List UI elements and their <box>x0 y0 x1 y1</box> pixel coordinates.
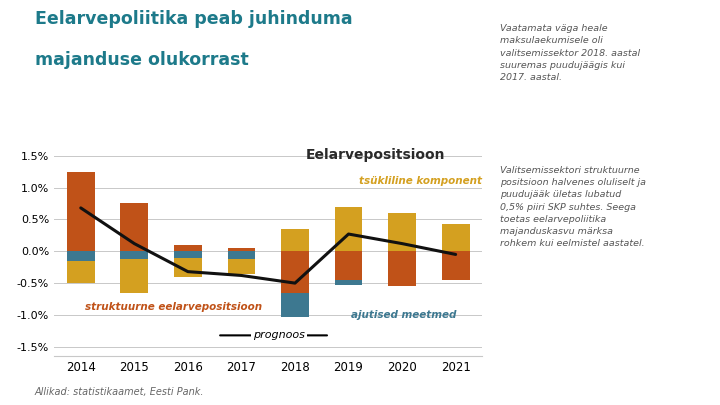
Text: majanduse olukorrast: majanduse olukorrast <box>35 51 248 68</box>
Bar <box>120 203 148 251</box>
Text: Eelarvepositsioon: Eelarvepositsioon <box>305 148 445 162</box>
Bar <box>281 229 309 251</box>
Bar <box>67 172 95 251</box>
Bar <box>174 245 202 251</box>
Bar <box>335 207 362 251</box>
Text: Allikad: statistikaamet, Eesti Pank.: Allikad: statistikaamet, Eesti Pank. <box>35 387 204 397</box>
Bar <box>388 213 416 251</box>
Bar <box>335 280 362 285</box>
Text: prognoos: prognoos <box>253 330 305 340</box>
Text: struktuurne eelarvepositsioon: struktuurne eelarvepositsioon <box>85 302 262 312</box>
Bar <box>120 251 148 259</box>
Text: tsükliline komponent: tsükliline komponent <box>359 176 482 186</box>
Text: Eelarvepoliitika peab juhinduma: Eelarvepoliitika peab juhinduma <box>35 10 352 28</box>
Bar <box>441 224 469 251</box>
Bar <box>67 261 95 283</box>
Bar <box>228 251 256 259</box>
Bar <box>441 251 469 280</box>
Text: Valitsemissektori struktuurne
positsioon halvenes oluliselt ja
puudujääk ületas : Valitsemissektori struktuurne positsioon… <box>500 166 647 248</box>
Bar <box>388 251 416 286</box>
Bar <box>228 248 256 251</box>
Bar <box>174 258 202 277</box>
Bar <box>281 251 309 293</box>
Bar <box>174 251 202 258</box>
Bar <box>120 259 148 293</box>
Bar <box>335 251 362 280</box>
Bar <box>228 259 256 273</box>
Bar <box>67 251 95 261</box>
Text: ajutised meetmed: ajutised meetmed <box>351 310 456 320</box>
Text: Vaatamata väga heale
maksulaekumisele oli
valitsemissektor 2018. aastal
suuremas: Vaatamata väga heale maksulaekumisele ol… <box>500 24 641 82</box>
Bar <box>281 293 309 317</box>
